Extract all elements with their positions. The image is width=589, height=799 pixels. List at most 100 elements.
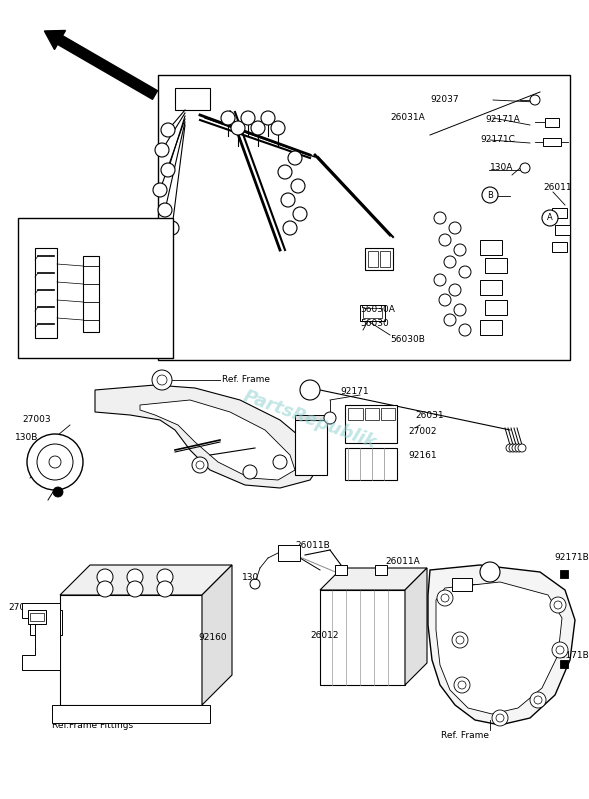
Bar bbox=[345, 448, 397, 480]
Bar bbox=[480, 240, 502, 255]
Circle shape bbox=[506, 444, 514, 452]
Circle shape bbox=[278, 165, 292, 179]
Text: 92037: 92037 bbox=[430, 96, 459, 105]
Circle shape bbox=[496, 714, 504, 722]
Text: 26006: 26006 bbox=[106, 272, 133, 280]
Text: Ref.Frame Fittings: Ref.Frame Fittings bbox=[52, 721, 133, 729]
Text: 27002A: 27002A bbox=[8, 603, 42, 613]
Text: 130A: 130A bbox=[490, 164, 514, 173]
Circle shape bbox=[251, 121, 265, 135]
Text: 26011B: 26011B bbox=[295, 540, 330, 550]
Circle shape bbox=[512, 444, 520, 452]
Text: 26006: 26006 bbox=[106, 256, 133, 264]
Bar bbox=[560, 660, 568, 668]
Polygon shape bbox=[320, 590, 405, 685]
Polygon shape bbox=[95, 385, 320, 488]
Circle shape bbox=[444, 314, 456, 326]
Bar bbox=[365, 248, 393, 270]
Bar bbox=[381, 408, 395, 420]
Circle shape bbox=[324, 412, 336, 424]
Bar bbox=[368, 251, 378, 267]
Polygon shape bbox=[60, 595, 202, 705]
Circle shape bbox=[221, 111, 235, 125]
Bar bbox=[345, 405, 397, 443]
Circle shape bbox=[241, 111, 255, 125]
Circle shape bbox=[161, 123, 175, 137]
Circle shape bbox=[556, 646, 564, 654]
Circle shape bbox=[554, 601, 562, 609]
Circle shape bbox=[196, 461, 204, 469]
Circle shape bbox=[158, 203, 172, 217]
Text: 92171A: 92171A bbox=[485, 116, 519, 125]
Text: 27002: 27002 bbox=[408, 427, 436, 436]
Bar bbox=[545, 118, 559, 127]
Text: 56030: 56030 bbox=[360, 320, 389, 328]
Circle shape bbox=[291, 179, 305, 193]
Circle shape bbox=[165, 221, 179, 235]
Circle shape bbox=[439, 234, 451, 246]
Circle shape bbox=[459, 266, 471, 278]
Circle shape bbox=[293, 207, 307, 221]
Circle shape bbox=[534, 696, 542, 704]
Circle shape bbox=[231, 121, 245, 135]
Circle shape bbox=[161, 163, 175, 177]
Text: Fuse Box: Fuse Box bbox=[22, 225, 66, 235]
Text: 26006A: 26006A bbox=[70, 340, 102, 349]
Polygon shape bbox=[60, 565, 232, 595]
Text: 92171B: 92171B bbox=[554, 554, 589, 562]
Text: A: A bbox=[547, 213, 553, 222]
Text: 26031A: 26031A bbox=[390, 113, 425, 122]
Polygon shape bbox=[405, 568, 427, 685]
Circle shape bbox=[288, 151, 302, 165]
Circle shape bbox=[449, 284, 461, 296]
Circle shape bbox=[261, 111, 275, 125]
Circle shape bbox=[157, 375, 167, 385]
Bar bbox=[560, 570, 568, 578]
Circle shape bbox=[155, 143, 169, 157]
Circle shape bbox=[37, 444, 73, 480]
Circle shape bbox=[283, 221, 297, 235]
Circle shape bbox=[439, 294, 451, 306]
Circle shape bbox=[454, 244, 466, 256]
Bar bbox=[552, 208, 567, 218]
Text: Ref. Frame: Ref. Frame bbox=[441, 732, 489, 741]
Bar bbox=[552, 242, 567, 252]
Circle shape bbox=[437, 590, 453, 606]
Polygon shape bbox=[295, 415, 327, 420]
Bar bbox=[348, 408, 363, 420]
Bar bbox=[175, 88, 210, 110]
Bar bbox=[543, 138, 561, 146]
Bar bbox=[30, 613, 44, 621]
Bar bbox=[380, 251, 390, 267]
Bar bbox=[35, 248, 57, 338]
Circle shape bbox=[550, 597, 566, 613]
Text: 92161: 92161 bbox=[408, 451, 436, 460]
Circle shape bbox=[542, 210, 558, 226]
Text: A: A bbox=[307, 385, 313, 395]
Circle shape bbox=[492, 710, 508, 726]
Bar bbox=[18, 218, 173, 358]
Bar bbox=[485, 300, 507, 315]
Circle shape bbox=[153, 183, 167, 197]
Text: 26011A: 26011A bbox=[385, 558, 420, 566]
Polygon shape bbox=[436, 582, 562, 714]
Circle shape bbox=[441, 594, 449, 602]
Bar bbox=[83, 256, 99, 332]
Text: PartsRepublik: PartsRepublik bbox=[241, 388, 379, 452]
Circle shape bbox=[192, 457, 208, 473]
Text: 92171: 92171 bbox=[340, 388, 369, 396]
Circle shape bbox=[49, 456, 61, 468]
Bar bbox=[278, 545, 300, 561]
Bar bbox=[365, 408, 379, 420]
Text: 27003: 27003 bbox=[22, 415, 51, 424]
Bar bbox=[452, 578, 472, 591]
Text: 26006A: 26006A bbox=[106, 288, 138, 297]
Circle shape bbox=[27, 434, 83, 490]
Circle shape bbox=[97, 569, 113, 585]
Circle shape bbox=[458, 681, 466, 689]
Text: 130B: 130B bbox=[15, 434, 38, 443]
Circle shape bbox=[452, 632, 468, 648]
FancyArrow shape bbox=[44, 30, 157, 99]
Polygon shape bbox=[428, 565, 575, 725]
Text: 26006A: 26006A bbox=[18, 260, 50, 269]
